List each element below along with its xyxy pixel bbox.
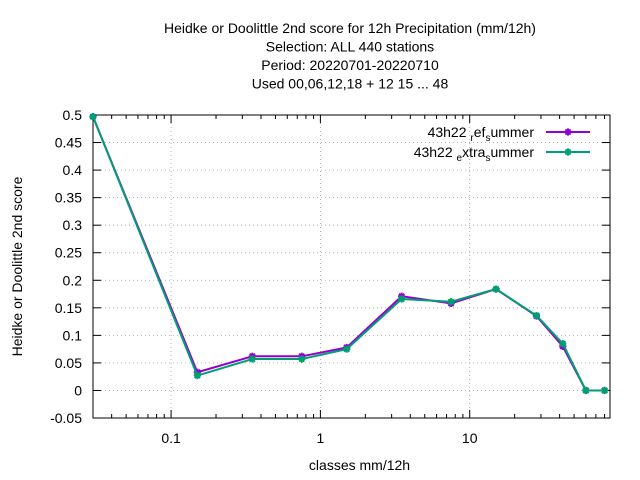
y-tick-label: 0.5 — [63, 107, 83, 123]
data-point — [600, 386, 609, 395]
legend-label-part: ummer — [490, 144, 534, 160]
legend-label-part: s — [485, 153, 490, 164]
grid-lines — [93, 115, 610, 418]
y-tick-label: 0 — [74, 382, 82, 398]
legend-label-part: e — [457, 153, 463, 164]
x-tick-label: 1 — [316, 430, 324, 446]
legend-entry: 43h22 extrasummer — [414, 144, 590, 164]
series-group — [89, 113, 609, 395]
data-point — [564, 128, 572, 136]
y-tick-label: 0.1 — [63, 327, 83, 343]
y-tick-label: -0.05 — [50, 410, 82, 426]
title-line: Period: 20220701-20220710 — [261, 57, 439, 73]
legend-label-main: 43h22 — [428, 124, 471, 140]
series-line — [92, 116, 605, 392]
x-tick-label: 10 — [462, 430, 478, 446]
data-point — [492, 285, 500, 293]
data-point — [248, 355, 256, 363]
data-point — [343, 345, 351, 353]
data-point — [398, 295, 406, 303]
data-point — [559, 340, 567, 348]
data-point — [447, 298, 455, 306]
y-tick-label: 0.15 — [55, 300, 82, 316]
data-point — [564, 148, 572, 156]
y-axis-tick-labels: -0.05 0 0.05 0.1 0.15 0.2 0.25 0.3 0.35 0.4 0.45 0.… — [50, 107, 82, 426]
x-axis-label: classes mm/12h — [309, 457, 410, 473]
legend-label-part: s — [485, 133, 490, 144]
series-2 — [89, 113, 609, 395]
y-tick-label: 0.2 — [63, 272, 83, 288]
legend-label-part: r — [470, 133, 474, 144]
plot-frame — [92, 114, 611, 419]
y-tick-label: 0.35 — [55, 190, 82, 206]
y-tick-label: 0.05 — [55, 355, 82, 371]
data-point — [532, 311, 541, 320]
chart-title: Heidke or Doolittle 2nd score for 12h Pr… — [164, 20, 536, 92]
legend-label: 43h22 extrasummer — [414, 144, 535, 164]
data-point — [89, 113, 97, 121]
y-tick-label: 0.25 — [55, 245, 82, 261]
legend-label-part: ef — [474, 124, 486, 140]
y-tick-label: 0.4 — [63, 162, 83, 178]
y-tick-label: 0.3 — [63, 217, 83, 233]
legend-label-part: ummer — [490, 124, 534, 140]
title-line: Heidke or Doolittle 2nd score for 12h Pr… — [164, 20, 536, 36]
title-line: Used 00,06,12,18 + 12 15 ... 48 — [252, 76, 449, 92]
y-axis-label: Heidke or Doolittle 2nd score — [9, 176, 25, 356]
data-point — [193, 371, 201, 380]
axis-ticks — [93, 114, 610, 419]
data-point — [582, 386, 590, 395]
title-line: Selection: ALL 440 stations — [266, 39, 434, 55]
legend-label: 43h22 refsummer — [428, 124, 535, 144]
legend-label-main: 43h22 — [414, 144, 457, 160]
legend-entry: 43h22 refsummer — [428, 124, 590, 144]
legend-label-part: xtra — [462, 144, 486, 160]
x-tick-label: 0.1 — [161, 430, 181, 446]
y-tick-label: 0.45 — [55, 135, 82, 151]
x-axis-tick-labels: 0.1 1 10 — [161, 430, 477, 446]
data-point — [298, 355, 306, 363]
